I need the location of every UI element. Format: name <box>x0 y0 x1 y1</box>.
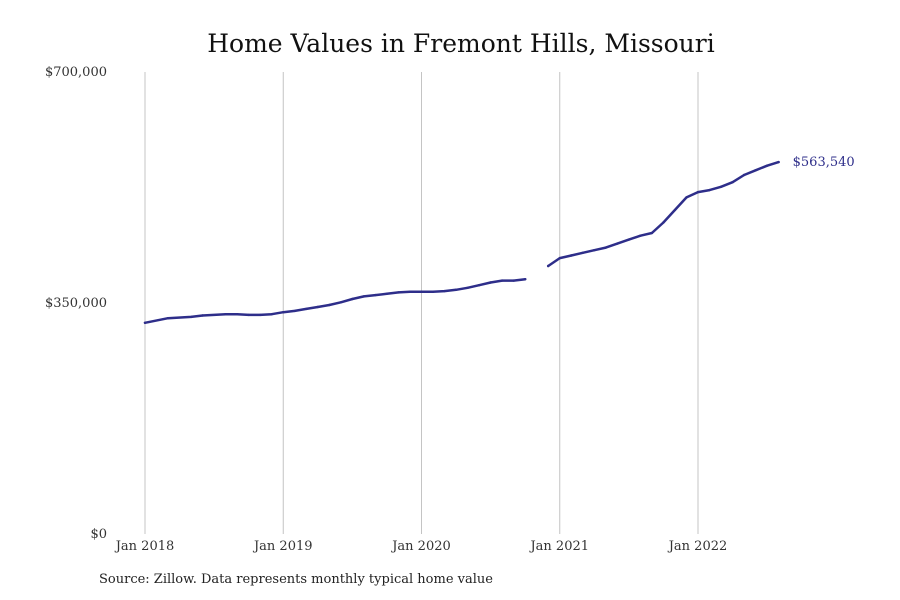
chart-title: Home Values in Fremont Hills, Missouri <box>207 29 714 58</box>
data-point <box>673 208 677 212</box>
end-value-label: $563,540 <box>793 155 855 170</box>
data-point <box>512 279 515 282</box>
data-point <box>547 264 550 268</box>
data-point <box>639 234 642 237</box>
data-point <box>558 256 561 260</box>
y-tick-label: $350,000 <box>45 296 107 311</box>
data-point <box>754 169 757 172</box>
y-axis-labels: $0 $350,000 $700,000 <box>45 65 107 542</box>
data-point <box>431 290 435 293</box>
data-point <box>385 292 389 295</box>
data-point <box>708 188 711 192</box>
data-point <box>742 173 746 177</box>
data-point <box>408 290 412 293</box>
y-tick-label: $0 <box>90 527 107 542</box>
data-point <box>293 309 296 313</box>
data-point <box>500 279 504 282</box>
data-point <box>339 301 343 304</box>
data-point <box>627 238 631 241</box>
x-tick-label: Jan 2018 <box>114 539 175 554</box>
data-point <box>581 251 584 254</box>
source-note: Source: Zillow. Data represents monthly … <box>99 572 493 587</box>
series-layer: $563,540 <box>143 155 855 325</box>
data-point <box>224 313 227 316</box>
data-point <box>454 288 458 291</box>
data-point <box>259 313 262 317</box>
data-point <box>662 221 665 224</box>
data-point <box>777 160 780 164</box>
series-line <box>546 160 780 268</box>
data-point <box>236 313 239 316</box>
data-point <box>604 246 607 249</box>
data-point <box>362 295 366 298</box>
x-tick-label: Jan 2019 <box>252 539 313 554</box>
data-point <box>201 314 204 317</box>
data-point <box>719 185 723 188</box>
data-point <box>316 305 319 309</box>
data-point <box>351 297 354 301</box>
data-point <box>143 321 147 324</box>
data-point <box>524 278 527 281</box>
y-tick-label: $700,000 <box>45 65 107 80</box>
data-point <box>282 311 285 314</box>
data-point <box>305 307 308 311</box>
data-point <box>570 254 573 257</box>
x-tick-label: Jan 2022 <box>667 539 728 554</box>
data-point <box>270 313 273 316</box>
data-point <box>328 303 331 307</box>
x-axis-labels: Jan 2018 Jan 2019 Jan 2020 Jan 2021 Jan 2022 <box>114 539 728 554</box>
data-point <box>420 290 423 293</box>
data-point <box>593 249 596 252</box>
data-point <box>650 231 654 235</box>
data-point <box>166 317 170 320</box>
data-point <box>489 281 492 284</box>
data-point <box>616 242 619 245</box>
data-point <box>696 190 700 194</box>
x-tick-label: Jan 2020 <box>390 539 451 554</box>
data-point <box>397 291 400 294</box>
data-point <box>765 164 769 167</box>
data-point <box>466 286 469 289</box>
data-point <box>731 181 734 184</box>
data-point <box>685 196 688 199</box>
data-point <box>189 315 193 319</box>
gridlines <box>144 72 699 534</box>
data-point <box>247 313 250 317</box>
data-point <box>374 293 377 297</box>
data-point <box>477 284 481 287</box>
x-tick-label: Jan 2021 <box>528 539 589 554</box>
data-point <box>443 289 446 293</box>
